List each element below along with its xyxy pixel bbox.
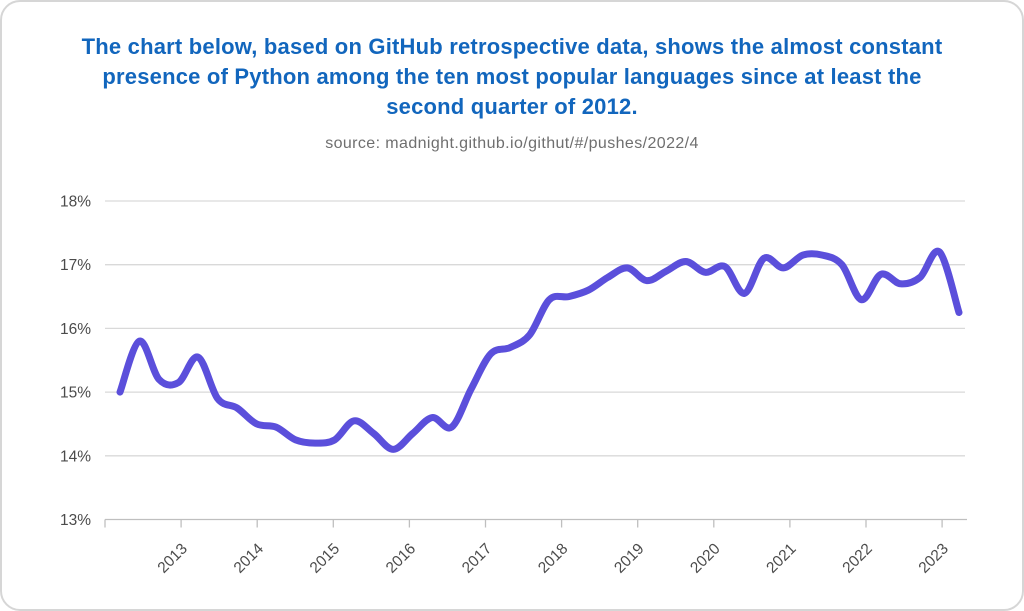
x-axis-label: 2016 bbox=[383, 540, 419, 576]
source-caption: source: madnight.github.io/githut/#/push… bbox=[325, 135, 699, 152]
x-axis-label: 2014 bbox=[231, 540, 268, 577]
y-axis-label: 17% bbox=[60, 257, 91, 274]
python-trend-line bbox=[116, 247, 963, 453]
x-axis-label: 2022 bbox=[839, 540, 875, 576]
x-axis-label: 2021 bbox=[763, 540, 799, 576]
y-axis-label: 18% bbox=[60, 194, 91, 211]
x-axis-label: 2019 bbox=[611, 540, 647, 576]
x-axis-label: 2018 bbox=[535, 540, 571, 576]
y-axis-label: 13% bbox=[60, 512, 91, 529]
x-axis-label: 2023 bbox=[916, 540, 952, 576]
x-axis-label: 2015 bbox=[307, 540, 343, 576]
y-axis-label: 16% bbox=[60, 321, 91, 338]
x-axis-label: 2013 bbox=[155, 540, 191, 576]
x-axis-label: 2020 bbox=[687, 540, 724, 577]
page-title: The chart below, based on GitHub retrosp… bbox=[81, 34, 943, 119]
x-axis-label: 2017 bbox=[459, 540, 495, 576]
y-axis-label: 14% bbox=[60, 448, 91, 465]
y-axis-label: 15% bbox=[60, 385, 91, 402]
